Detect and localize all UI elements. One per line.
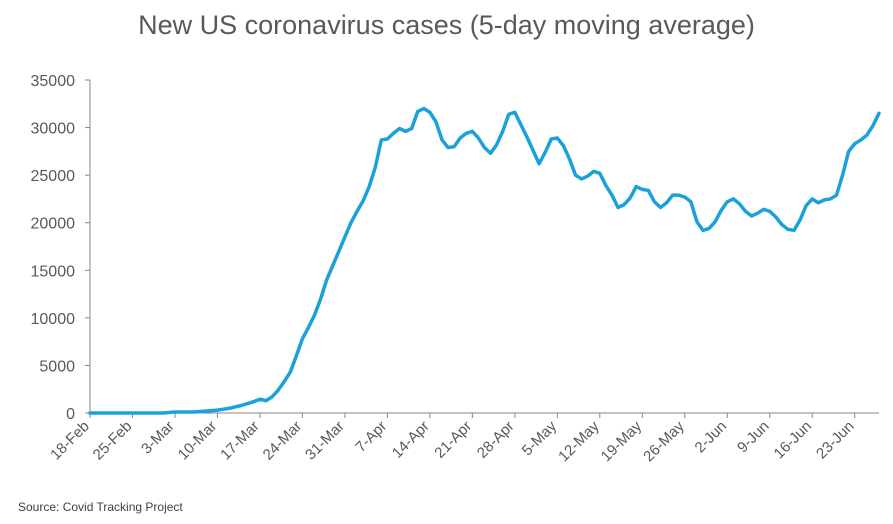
y-tick-label: 35000 — [31, 73, 76, 90]
x-tick-label: 16-Jun — [771, 418, 815, 462]
y-tick-label: 10000 — [31, 311, 76, 328]
x-tick-label: 31-Mar — [302, 418, 348, 464]
chart-title: New US coronavirus cases (5-day moving a… — [138, 10, 755, 40]
x-tick-label: 21-Apr — [431, 418, 475, 462]
y-tick-label: 5000 — [39, 358, 75, 375]
x-tick-label: 26-May — [640, 417, 688, 465]
x-tick-label: 10-Mar — [175, 418, 221, 464]
y-tick-label: 15000 — [31, 263, 76, 280]
x-tick-label: 28-Apr — [474, 418, 518, 462]
x-tick-label: 7-Apr — [352, 418, 390, 456]
x-tick-label: 23-Jun — [813, 418, 857, 462]
y-tick-label: 30000 — [31, 121, 76, 138]
x-tick-label: 25-Feb — [90, 418, 136, 464]
x-tick-label: 2-Jun — [692, 418, 731, 457]
source-note: Source: Covid Tracking Project — [18, 500, 183, 514]
x-tick-label: 3-Mar — [138, 418, 178, 458]
x-tick-label: 9-Jun — [734, 418, 773, 457]
series-line — [88, 106, 881, 415]
x-tick-label: 12-May — [555, 417, 603, 465]
x-tick-label: 24-Mar — [260, 418, 306, 464]
x-tick-label: 14-Apr — [389, 418, 433, 462]
y-tick-label: 0 — [66, 406, 75, 423]
x-tick-label: 17-Mar — [217, 418, 263, 464]
y-tick-label: 25000 — [31, 168, 76, 185]
x-tick-label: 19-May — [598, 417, 646, 465]
x-tick-label: 18-Feb — [47, 418, 93, 464]
y-tick-label: 20000 — [31, 216, 76, 233]
